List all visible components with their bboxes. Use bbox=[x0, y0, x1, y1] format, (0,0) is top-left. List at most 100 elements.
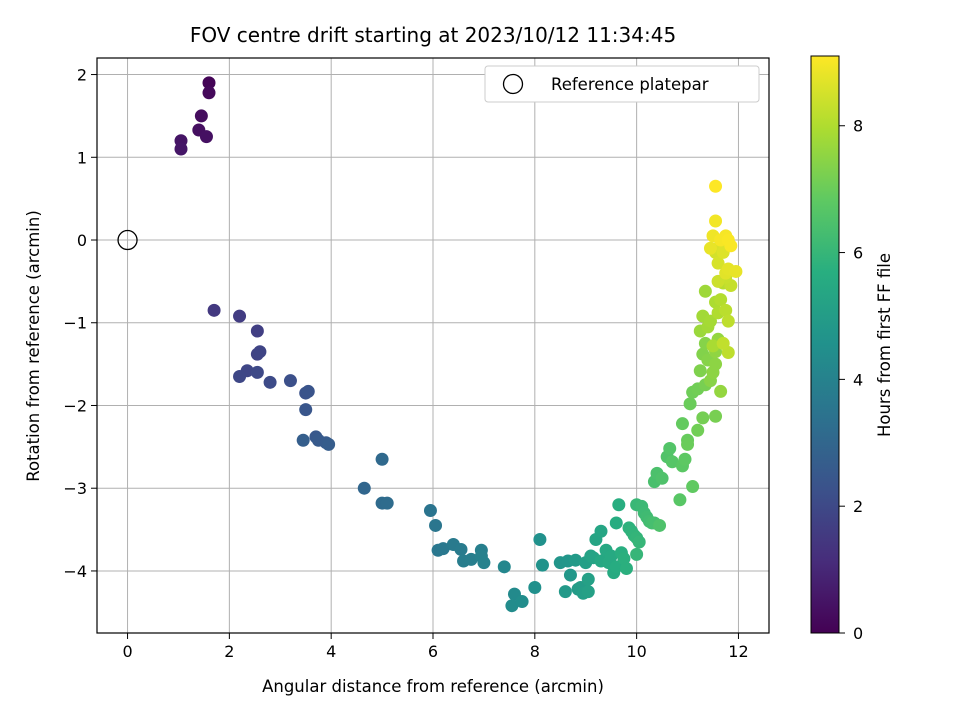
y-tick-label: −3 bbox=[63, 479, 87, 498]
legend-box bbox=[484, 65, 760, 103]
colorbar: 0 2 4 6 8 Hours from first FF file bbox=[810, 55, 894, 643]
y-tick-label: −2 bbox=[63, 396, 87, 415]
data-point bbox=[233, 370, 247, 384]
data-point bbox=[709, 357, 723, 371]
data-point bbox=[604, 549, 618, 563]
data-points bbox=[174, 76, 743, 613]
data-point bbox=[194, 109, 208, 123]
data-point bbox=[207, 303, 221, 317]
data-point bbox=[250, 365, 264, 379]
reference-platepar-marker bbox=[117, 229, 138, 251]
data-point bbox=[250, 324, 264, 338]
data-point bbox=[609, 516, 623, 530]
data-point bbox=[724, 239, 738, 253]
legend: Reference platepar bbox=[484, 65, 760, 103]
data-point bbox=[683, 397, 697, 411]
data-point bbox=[528, 580, 542, 594]
data-point bbox=[703, 314, 717, 328]
data-point bbox=[721, 314, 735, 328]
data-point bbox=[563, 568, 577, 582]
colorbar-gradient bbox=[810, 55, 840, 634]
colorbar-tick-label: 4 bbox=[853, 370, 863, 389]
data-point bbox=[477, 556, 491, 570]
data-point bbox=[202, 86, 216, 100]
data-point bbox=[691, 423, 705, 437]
data-point bbox=[714, 384, 728, 398]
legend-marker bbox=[502, 73, 524, 95]
data-point bbox=[497, 560, 511, 574]
x-tick-label: 10 bbox=[626, 642, 646, 661]
data-point bbox=[619, 561, 633, 575]
data-point bbox=[729, 264, 743, 278]
colorbar-tick-label: 0 bbox=[853, 624, 863, 643]
data-point bbox=[322, 437, 336, 451]
colorbar-ticks: 0 2 4 6 8 bbox=[839, 117, 863, 643]
data-point bbox=[436, 542, 450, 556]
chart-title: FOV centre drift starting at 2023/10/12 … bbox=[190, 23, 676, 47]
data-point bbox=[202, 76, 216, 90]
data-point bbox=[675, 417, 689, 431]
data-point bbox=[653, 518, 667, 532]
colorbar-label: Hours from first FF file bbox=[875, 253, 894, 437]
data-point bbox=[673, 493, 687, 507]
data-point bbox=[429, 518, 443, 532]
data-point bbox=[706, 339, 720, 353]
x-tick-label: 8 bbox=[530, 642, 540, 661]
colorbar-tick-label: 8 bbox=[853, 117, 863, 136]
data-point bbox=[663, 442, 677, 456]
data-point bbox=[632, 535, 646, 549]
data-point bbox=[357, 481, 371, 495]
data-point bbox=[594, 524, 608, 538]
data-point bbox=[380, 496, 394, 510]
y-tick-label: 0 bbox=[77, 231, 87, 250]
y-tick-label: 1 bbox=[77, 148, 87, 167]
data-point bbox=[630, 547, 644, 561]
y-tick-label: 2 bbox=[77, 66, 87, 85]
data-point bbox=[233, 309, 247, 323]
data-point bbox=[609, 560, 623, 574]
data-point bbox=[612, 498, 626, 512]
data-point bbox=[714, 293, 728, 307]
x-tick-label: 12 bbox=[728, 642, 748, 661]
data-point bbox=[711, 274, 725, 288]
data-point bbox=[709, 179, 723, 193]
y-tick-label: −1 bbox=[63, 314, 87, 333]
data-point bbox=[617, 552, 631, 566]
data-point bbox=[505, 599, 519, 613]
x-tick-label: 6 bbox=[428, 642, 438, 661]
data-point bbox=[681, 437, 695, 451]
x-tick-label: 4 bbox=[326, 642, 336, 661]
y-axis-label: Rotation from reference (arcmin) bbox=[24, 210, 43, 482]
x-axis-label: Angular distance from reference (arcmin) bbox=[262, 677, 604, 696]
data-point bbox=[569, 553, 583, 567]
data-point bbox=[299, 403, 313, 417]
x-tick-label: 0 bbox=[122, 642, 132, 661]
data-point bbox=[464, 552, 478, 566]
reference-marker bbox=[117, 229, 138, 251]
data-point bbox=[535, 558, 549, 572]
data-point bbox=[693, 364, 707, 378]
data-point bbox=[665, 455, 679, 469]
x-axis-ticks: 0 2 4 6 8 10 12 bbox=[122, 633, 749, 661]
data-point bbox=[686, 480, 700, 494]
data-point bbox=[709, 214, 723, 228]
data-point bbox=[655, 471, 669, 485]
data-point bbox=[423, 504, 437, 518]
data-point bbox=[678, 452, 692, 466]
colorbar-tick-label: 2 bbox=[853, 497, 863, 516]
data-point bbox=[716, 336, 730, 350]
colorbar-tick-label: 6 bbox=[853, 244, 863, 263]
data-point bbox=[253, 345, 267, 359]
data-point bbox=[709, 409, 723, 423]
y-axis-ticks: −4 −3 −2 −1 0 1 2 bbox=[63, 66, 97, 581]
data-point bbox=[581, 572, 595, 586]
x-tick-label: 2 bbox=[224, 642, 234, 661]
data-point bbox=[703, 241, 717, 255]
data-point bbox=[375, 452, 389, 466]
data-point bbox=[263, 375, 277, 389]
data-point bbox=[696, 411, 710, 425]
data-point bbox=[199, 130, 213, 144]
data-point bbox=[454, 542, 468, 556]
data-point bbox=[558, 585, 572, 599]
